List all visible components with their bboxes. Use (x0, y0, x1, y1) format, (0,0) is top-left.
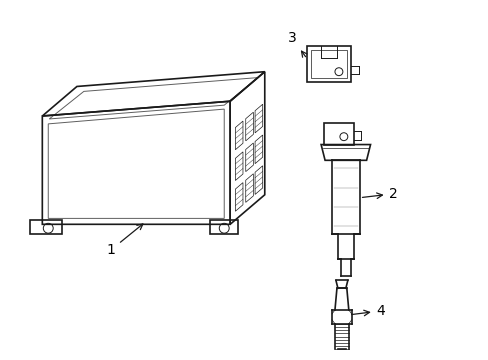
Text: 3: 3 (287, 31, 306, 57)
Text: 4: 4 (351, 304, 385, 318)
Text: 2: 2 (362, 187, 397, 201)
Text: 1: 1 (106, 224, 142, 257)
